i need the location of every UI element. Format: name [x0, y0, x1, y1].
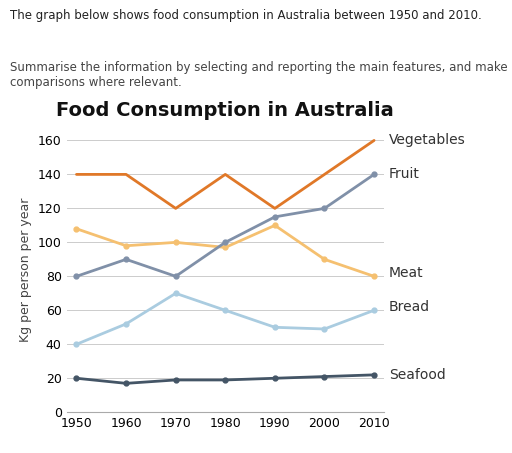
Text: Seafood: Seafood [389, 368, 446, 382]
Text: Fruit: Fruit [389, 168, 420, 181]
Text: Meat: Meat [389, 266, 423, 280]
Text: The graph below shows food consumption in Australia between 1950 and 2010.: The graph below shows food consumption i… [10, 9, 482, 22]
Y-axis label: Kg per person per year: Kg per person per year [19, 198, 32, 342]
Text: Summarise the information by selecting and reporting the main features, and make: Summarise the information by selecting a… [10, 62, 508, 89]
Text: Vegetables: Vegetables [389, 134, 466, 147]
Text: Bread: Bread [389, 300, 430, 314]
Title: Food Consumption in Australia: Food Consumption in Australia [56, 101, 394, 120]
